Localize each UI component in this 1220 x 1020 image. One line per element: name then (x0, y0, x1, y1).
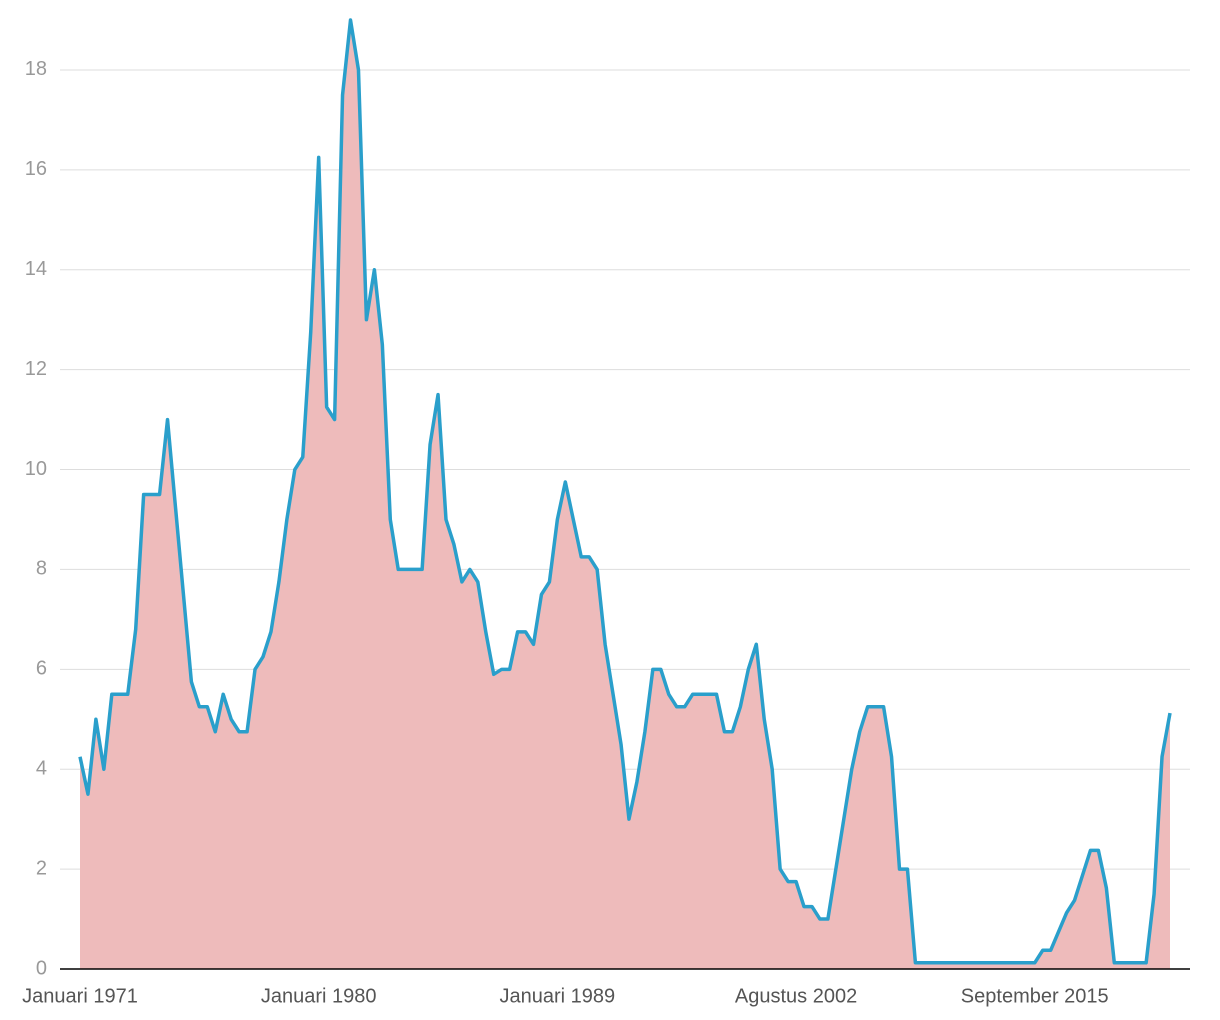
area (80, 20, 1170, 969)
x-tick-label: September 2015 (961, 985, 1109, 1007)
y-tick-label: 16 (25, 158, 47, 180)
x-tick-label: Agustus 2002 (735, 985, 857, 1007)
y-tick-label: 6 (36, 658, 47, 680)
x-tick-label: Januari 1989 (500, 985, 616, 1007)
line (78, 18, 1172, 965)
x-tick-label: Januari 1980 (261, 985, 377, 1007)
y-tick-label: 14 (25, 258, 47, 280)
y-tick-label: 10 (25, 458, 47, 480)
x-tick-label: Januari 1971 (22, 985, 138, 1007)
y-tick-label: 12 (25, 358, 47, 380)
y-tick-label: 18 (25, 58, 47, 80)
y-tick-label: 0 (36, 957, 47, 979)
y-tick-label: 2 (36, 857, 47, 879)
y-tick-label: 8 (36, 558, 47, 580)
y-tick-label: 4 (36, 757, 47, 779)
